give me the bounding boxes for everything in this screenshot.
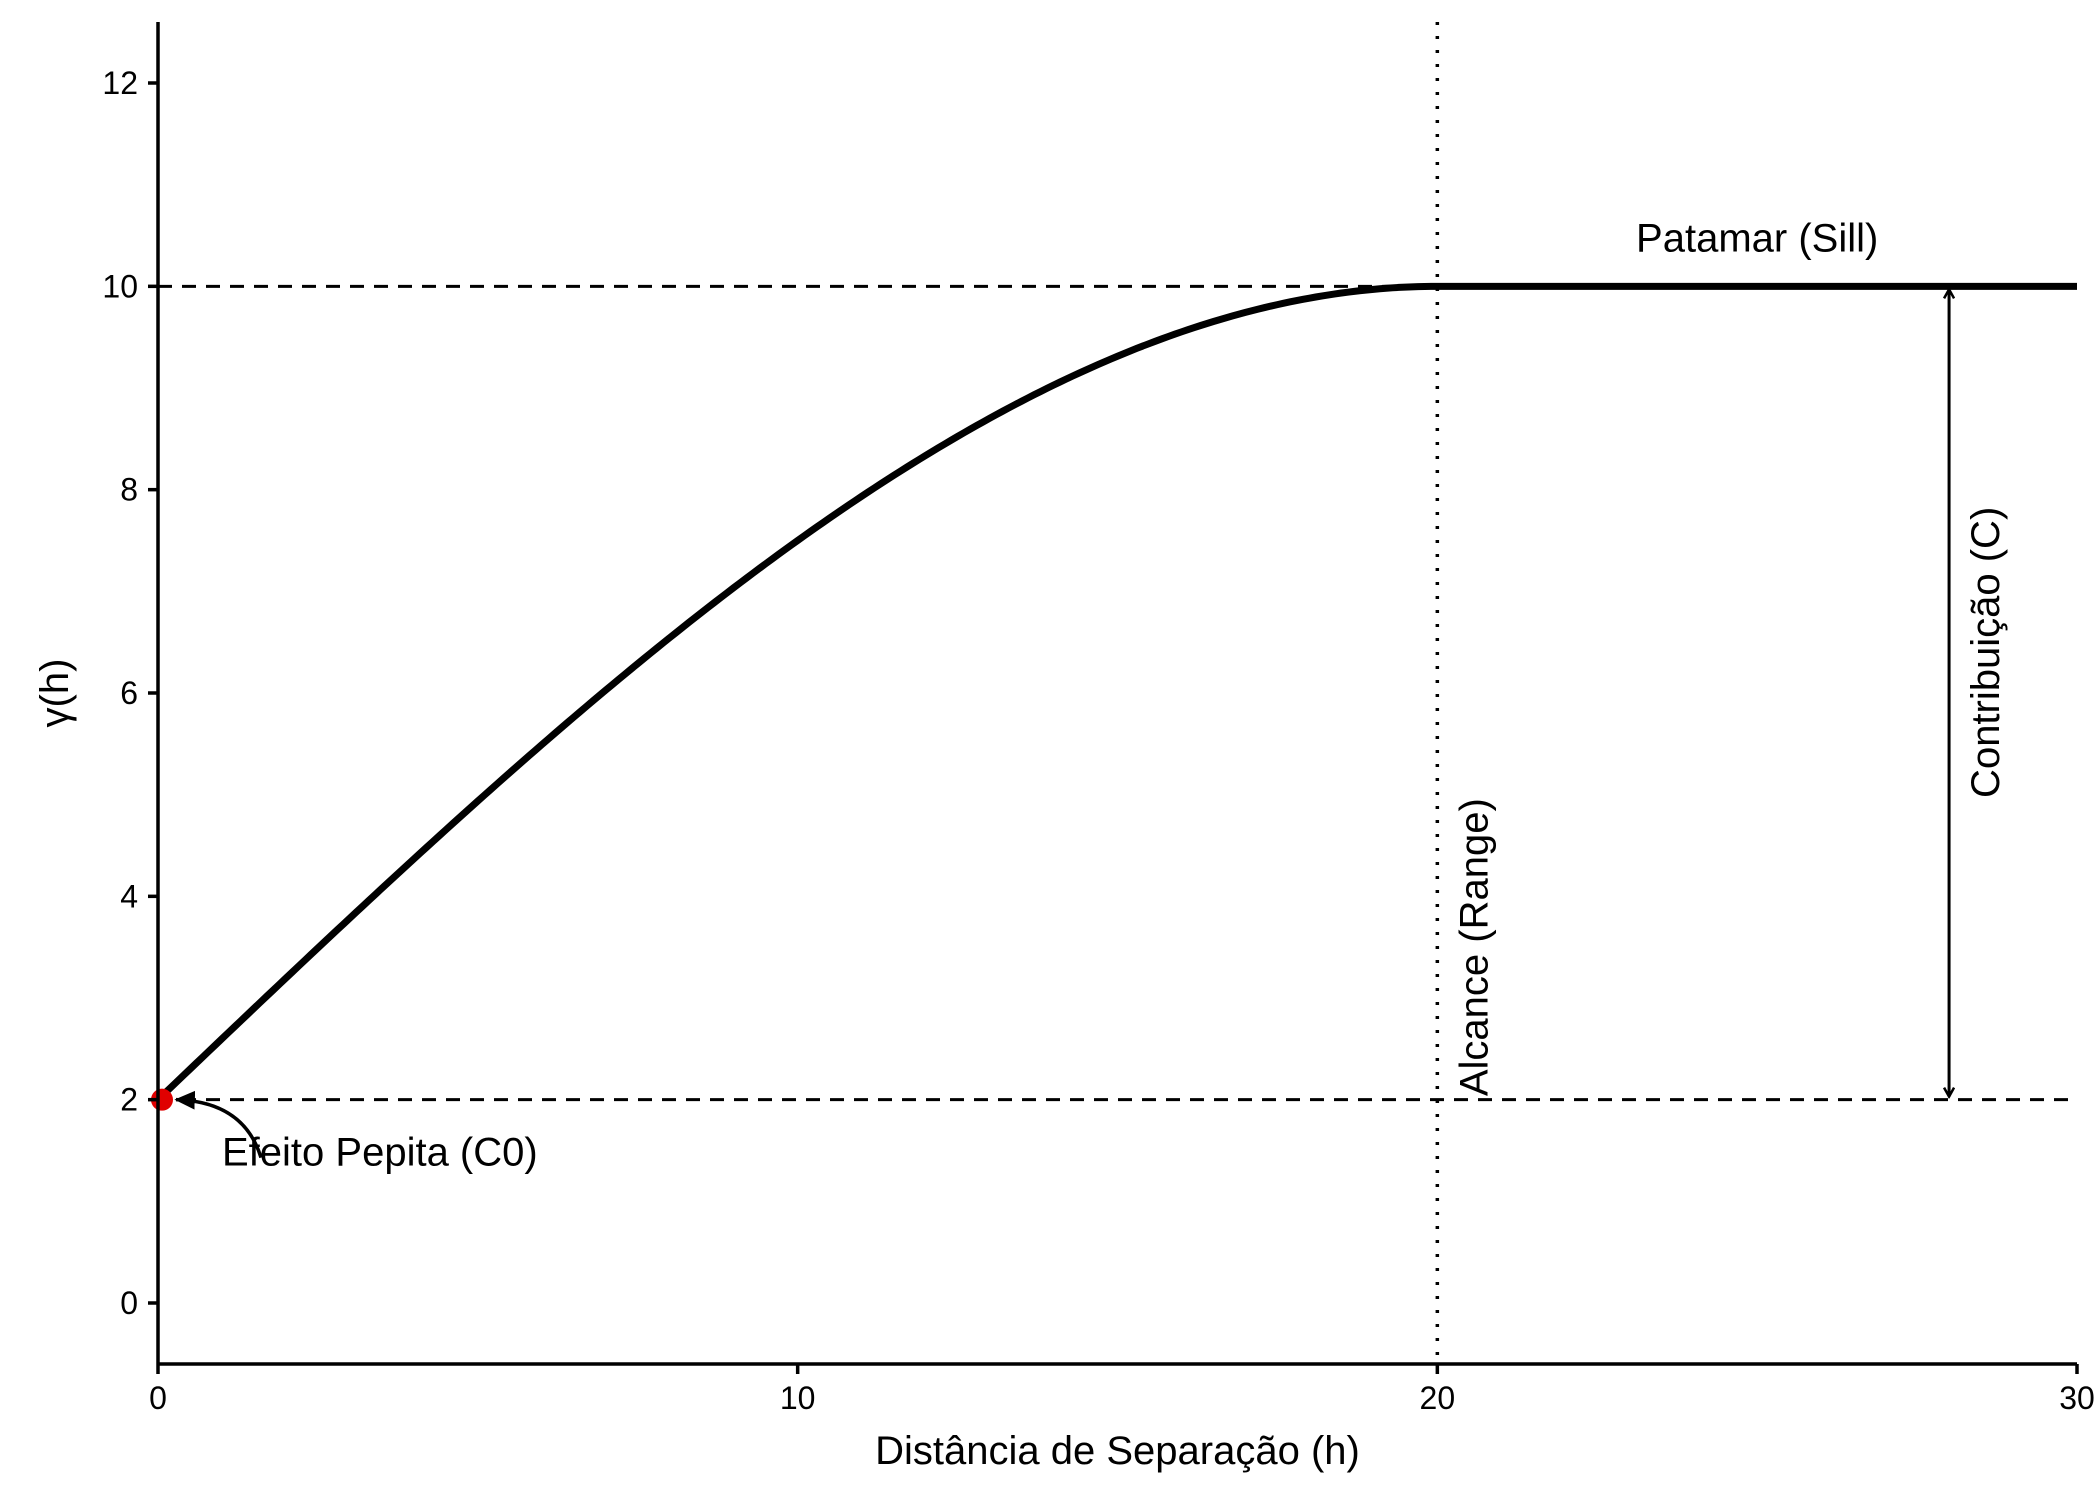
x-tick-label: 30 (2059, 1380, 2095, 1416)
y-axis-title: γ(h) (33, 659, 77, 728)
nugget-pointer-arrow (174, 1090, 263, 1159)
x-axis-title: Distância de Separação (h) (875, 1429, 1360, 1473)
x-axis-ticks: 0 10 20 30 (149, 1364, 2095, 1416)
y-tick-label: 6 (120, 675, 138, 711)
y-tick-label: 0 (120, 1285, 138, 1321)
y-axis-ticks: 0 2 4 6 8 10 12 (102, 65, 158, 1321)
variogram-curve (155, 282, 2077, 1103)
contribution-annotation: Contribuição (C) (1964, 507, 2008, 798)
x-tick-label: 20 (1420, 1380, 1456, 1416)
range-annotation: Alcance (Range) (1452, 798, 1496, 1096)
nugget-annotation: Efeito Pepita (C0) (222, 1131, 538, 1175)
y-tick-label: 4 (120, 878, 138, 914)
sill-annotation: Patamar (Sill) (1636, 216, 1878, 260)
y-tick-label: 12 (102, 65, 138, 101)
y-tick-label: 2 (120, 1082, 138, 1118)
x-tick-label: 10 (780, 1380, 816, 1416)
y-tick-label: 8 (120, 472, 138, 508)
x-tick-label: 0 (149, 1380, 167, 1416)
y-tick-label: 10 (102, 268, 138, 304)
